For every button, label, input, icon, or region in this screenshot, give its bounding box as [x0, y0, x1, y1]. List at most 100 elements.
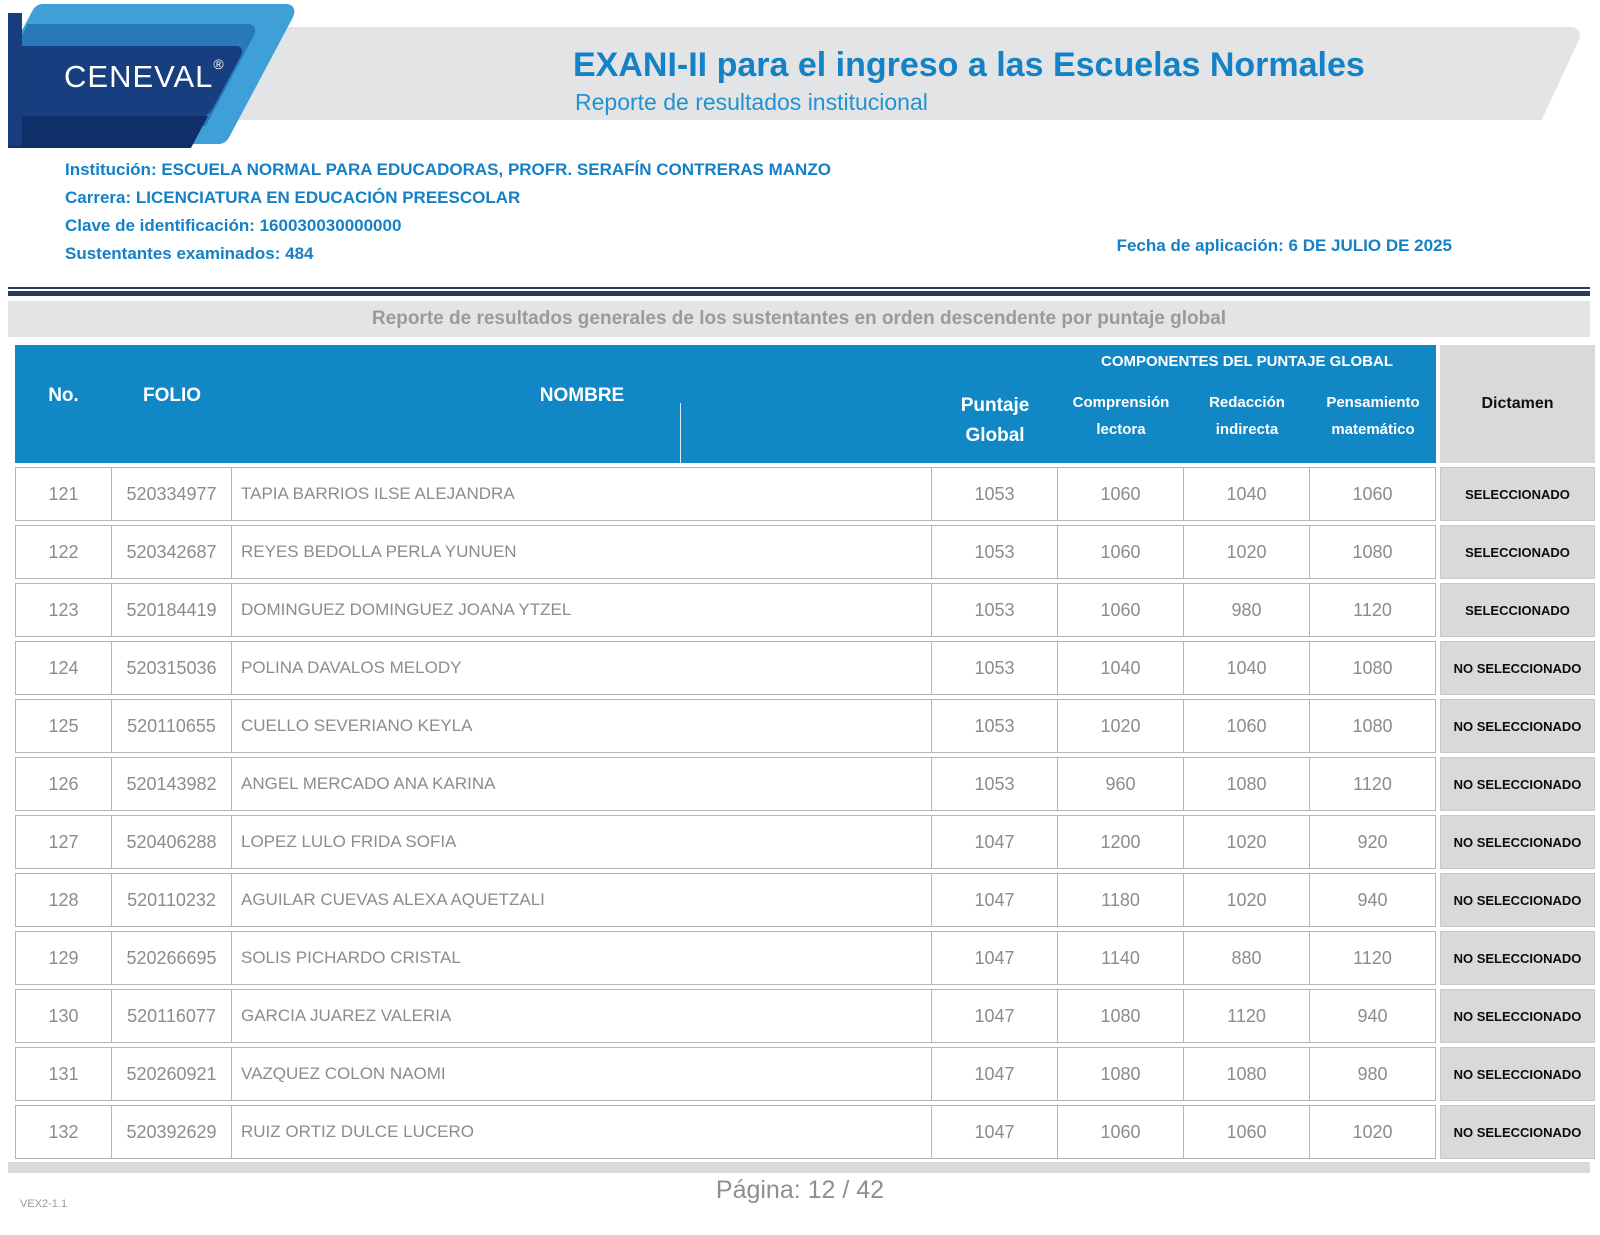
cell-puntaje-global: 1053 — [932, 467, 1058, 521]
cell-folio: 520342687 — [112, 525, 232, 579]
table-row: 122 520342687 REYES BEDOLLA PERLA YUNUEN… — [15, 525, 1595, 579]
table-header: No. FOLIO NOMBRE Puntaje Global COMPONEN… — [15, 345, 1595, 463]
cell-no: 131 — [15, 1047, 112, 1101]
cell-puntaje-global: 1053 — [932, 583, 1058, 637]
cell-pensamiento-matematico: 1120 — [1310, 757, 1436, 811]
cell-folio: 520266695 — [112, 931, 232, 985]
cell-nombre: REYES BEDOLLA PERLA YUNUEN — [232, 525, 932, 579]
cell-no: 122 — [15, 525, 112, 579]
cell-comprension-lectora: 1080 — [1058, 989, 1184, 1043]
cell-nombre: CUELLO SEVERIANO KEYLA — [232, 699, 932, 753]
cell-folio: 520110232 — [112, 873, 232, 927]
cell-comprension-lectora: 1060 — [1058, 583, 1184, 637]
cell-no: 124 — [15, 641, 112, 695]
cell-dictamen: NO SELECCIONADO — [1440, 873, 1595, 927]
cell-pensamiento-matematico: 1080 — [1310, 525, 1436, 579]
col-header-comprension-lectora: Comprensión lectora — [1072, 394, 1170, 438]
cell-pensamiento-matematico: 1120 — [1310, 583, 1436, 637]
cell-puntaje-global: 1047 — [932, 931, 1058, 985]
cell-redaccion-indirecta: 1080 — [1184, 757, 1310, 811]
cell-nombre: RUIZ ORTIZ DULCE LUCERO — [232, 1105, 932, 1159]
cell-pensamiento-matematico: 1060 — [1310, 467, 1436, 521]
cell-folio: 520143982 — [112, 757, 232, 811]
cell-no: 128 — [15, 873, 112, 927]
cell-pensamiento-matematico: 940 — [1310, 873, 1436, 927]
cell-no: 121 — [15, 467, 112, 521]
cell-folio: 520315036 — [112, 641, 232, 695]
table-row: 130 520116077 GARCIA JUAREZ VALERIA 1047… — [15, 989, 1595, 1043]
cell-dictamen: NO SELECCIONADO — [1440, 1047, 1595, 1101]
header-divider-line — [680, 403, 681, 463]
cell-puntaje-global: 1047 — [932, 873, 1058, 927]
cell-pensamiento-matematico: 920 — [1310, 815, 1436, 869]
col-header-nombre: NOMBRE — [539, 385, 625, 406]
cell-dictamen: NO SELECCIONADO — [1440, 1105, 1595, 1159]
cell-dictamen: NO SELECCIONADO — [1440, 815, 1595, 869]
cell-no: 125 — [15, 699, 112, 753]
cell-redaccion-indirecta: 1020 — [1184, 815, 1310, 869]
table-row: 125 520110655 CUELLO SEVERIANO KEYLA 105… — [15, 699, 1595, 753]
registered-mark: ® — [213, 56, 225, 72]
cell-no: 123 — [15, 583, 112, 637]
cell-folio: 520260921 — [112, 1047, 232, 1101]
col-header-dictamen: Dictamen — [1440, 345, 1595, 463]
cell-nombre: GARCIA JUAREZ VALERIA — [232, 989, 932, 1043]
info-clave: Clave de identificación: 160030030000000 — [65, 216, 402, 235]
table-row: 123 520184419 DOMINGUEZ DOMINGUEZ JOANA … — [15, 583, 1595, 637]
cell-pensamiento-matematico: 1080 — [1310, 641, 1436, 695]
cell-comprension-lectora: 1080 — [1058, 1047, 1184, 1101]
cell-redaccion-indirecta: 1020 — [1184, 873, 1310, 927]
info-institucion: Institución: ESCUELA NORMAL PARA EDUCADO… — [65, 160, 831, 179]
cell-pensamiento-matematico: 980 — [1310, 1047, 1436, 1101]
cell-redaccion-indirecta: 1020 — [1184, 525, 1310, 579]
cell-comprension-lectora: 1180 — [1058, 873, 1184, 927]
table-row: 129 520266695 SOLIS PICHARDO CRISTAL 104… — [15, 931, 1595, 985]
cell-folio: 520392629 — [112, 1105, 232, 1159]
cell-folio: 520406288 — [112, 815, 232, 869]
cell-nombre: DOMINGUEZ DOMINGUEZ JOANA YTZEL — [232, 583, 932, 637]
cell-comprension-lectora: 1140 — [1058, 931, 1184, 985]
cell-comprension-lectora: 1060 — [1058, 1105, 1184, 1159]
results-table-body: 121 520334977 TAPIA BARRIOS ILSE ALEJAND… — [15, 467, 1595, 1163]
col-header-no: No. — [48, 385, 79, 406]
cell-folio: 520116077 — [112, 989, 232, 1043]
table-row: 132 520392629 RUIZ ORTIZ DULCE LUCERO 10… — [15, 1105, 1595, 1159]
logo-text: CENEVAL — [64, 59, 214, 94]
cell-puntaje-global: 1053 — [932, 525, 1058, 579]
cell-no: 130 — [15, 989, 112, 1043]
cell-comprension-lectora: 1040 — [1058, 641, 1184, 695]
cell-nombre: LOPEZ LULO FRIDA SOFIA — [232, 815, 932, 869]
col-group-componentes: COMPONENTES DEL PUNTAJE GLOBAL — [1101, 353, 1393, 370]
table-bottom-strip — [8, 1162, 1590, 1173]
cell-dictamen: SELECCIONADO — [1440, 583, 1595, 637]
cell-dictamen: NO SELECCIONADO — [1440, 699, 1595, 753]
cell-folio: 520184419 — [112, 583, 232, 637]
cell-puntaje-global: 1047 — [932, 1105, 1058, 1159]
cell-pensamiento-matematico: 1080 — [1310, 699, 1436, 753]
cell-redaccion-indirecta: 1060 — [1184, 699, 1310, 753]
cell-dictamen: SELECCIONADO — [1440, 467, 1595, 521]
cell-puntaje-global: 1053 — [932, 757, 1058, 811]
divider-rule — [8, 287, 1590, 296]
cell-pensamiento-matematico: 1120 — [1310, 931, 1436, 985]
cell-redaccion-indirecta: 980 — [1184, 583, 1310, 637]
logo-wordmark: CENEVAL® — [64, 56, 225, 95]
cell-dictamen: NO SELECCIONADO — [1440, 641, 1595, 695]
table-header-blue-bg — [15, 345, 1436, 463]
info-carrera: Carrera: LICENCIATURA EN EDUCACIÓN PREES… — [65, 188, 521, 207]
cell-comprension-lectora: 960 — [1058, 757, 1184, 811]
table-row: 126 520143982 ANGEL MERCADO ANA KARINA 1… — [15, 757, 1595, 811]
cell-dictamen: NO SELECCIONADO — [1440, 931, 1595, 985]
cell-folio: 520110655 — [112, 699, 232, 753]
cell-nombre: TAPIA BARRIOS ILSE ALEJANDRA — [232, 467, 932, 521]
table-row: 121 520334977 TAPIA BARRIOS ILSE ALEJAND… — [15, 467, 1595, 521]
cell-puntaje-global: 1047 — [932, 989, 1058, 1043]
institution-info: Institución: ESCUELA NORMAL PARA EDUCADO… — [65, 156, 831, 268]
cell-nombre: AGUILAR CUEVAS ALEXA AQUETZALI — [232, 873, 932, 927]
page-number: Página: 12 / 42 — [715, 1176, 885, 1204]
cell-redaccion-indirecta: 880 — [1184, 931, 1310, 985]
table-row: 131 520260921 VAZQUEZ COLON NAOMI 1047 1… — [15, 1047, 1595, 1101]
cell-puntaje-global: 1047 — [932, 1047, 1058, 1101]
cell-redaccion-indirecta: 1080 — [1184, 1047, 1310, 1101]
